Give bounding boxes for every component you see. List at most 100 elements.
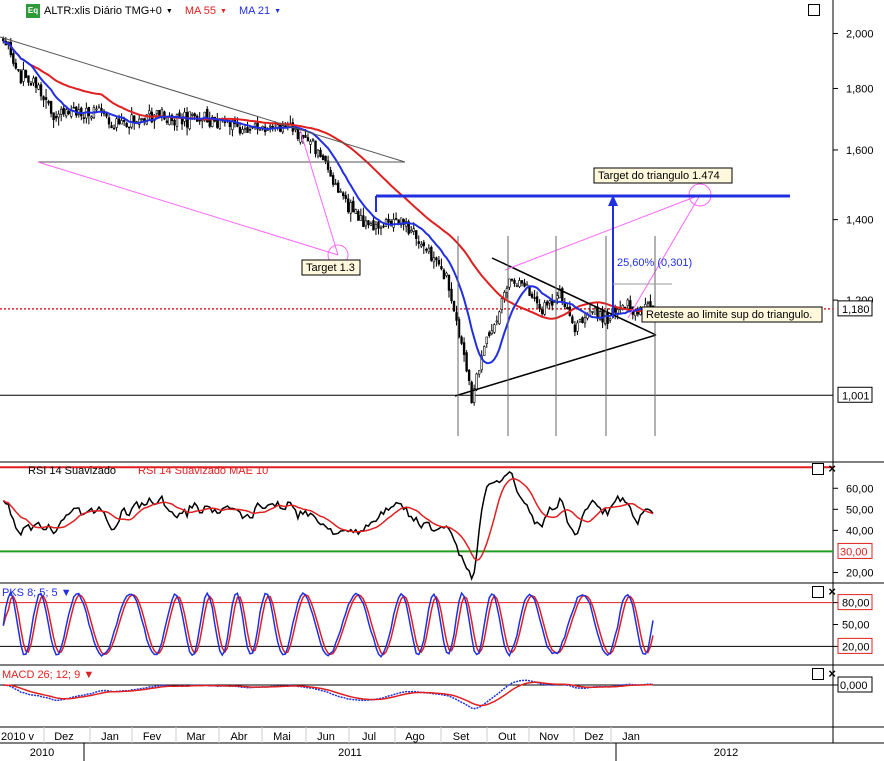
candle-body — [72, 106, 75, 109]
price-ytick-label: 1,800 — [846, 83, 874, 95]
candle-body — [188, 111, 191, 130]
candle-body — [82, 117, 86, 119]
candle-body — [626, 299, 629, 306]
candle-body — [2, 38, 5, 42]
candle-body — [422, 242, 425, 247]
candle-body — [485, 336, 488, 344]
ma55-line — [2, 40, 654, 320]
rsi-ytick-label: 60,00 — [846, 483, 874, 495]
current-price-box — [837, 300, 873, 317]
target-1-3-annotation: Target 1.3 — [306, 262, 355, 274]
candle-body — [47, 100, 50, 104]
candle-body — [488, 332, 491, 337]
pks-panel-close-icon[interactable]: × — [828, 584, 836, 599]
candle-body — [538, 303, 541, 310]
price-ytick-label: 2,000 — [846, 28, 874, 40]
candle-body — [556, 295, 559, 300]
candle-body — [62, 107, 65, 115]
candle-body — [165, 120, 169, 123]
candle-body — [530, 293, 534, 298]
candle-body — [296, 128, 300, 140]
candle-body — [495, 320, 499, 323]
triangle-projection-line-2 — [627, 194, 701, 319]
candle-body — [336, 182, 340, 193]
price-panel-minimize-button[interactable] — [808, 4, 820, 16]
candle-body — [117, 118, 121, 125]
candle-body — [578, 319, 582, 323]
macd-panel-minimize-button[interactable] — [812, 668, 824, 680]
symbol-dropdown-icon[interactable]: ▼ — [165, 7, 173, 15]
ma55-dropdown-icon[interactable]: ▼ — [220, 7, 227, 15]
low-price-label: 1,001 — [842, 390, 870, 402]
triangle-upper-line — [491, 257, 657, 336]
candle-body — [606, 311, 609, 324]
candle-body — [198, 119, 201, 122]
candle-body — [125, 122, 128, 128]
rsi-oversold-label: 30,00 — [840, 546, 868, 558]
macd-zero-box — [837, 676, 873, 693]
symbol-badge-icon[interactable]: Eq — [26, 4, 40, 18]
candle-body — [271, 126, 274, 128]
year-label: 2010 — [30, 747, 54, 759]
macd-panel: 0,000 MACD 26; 12; 9 ▼ — [0, 669, 873, 710]
candle-body — [155, 110, 159, 114]
target-triangle-annotation-box — [593, 167, 733, 184]
rsi-ytick-label: 50,00 — [846, 504, 874, 516]
candle-body — [352, 200, 355, 213]
candle-body — [153, 114, 156, 122]
candle-body — [435, 257, 438, 261]
candle-body — [14, 62, 18, 69]
candle-body — [402, 219, 405, 225]
candle-body — [535, 296, 539, 304]
candle-body — [490, 330, 493, 334]
candle-body — [372, 220, 375, 231]
stoch-d-line — [2, 593, 654, 656]
candle-body — [175, 114, 179, 127]
stoch-ytick-label: 50,00 — [842, 620, 870, 632]
candle-body — [304, 135, 307, 138]
macd-panel-close-icon[interactable]: × — [828, 666, 836, 681]
retest-annotation-box — [641, 306, 823, 323]
macd-ytick-label: 0,000 — [840, 680, 868, 692]
rsi-panel-minimize-button[interactable] — [812, 463, 824, 475]
candle-body — [326, 160, 330, 170]
month-label: Ago — [405, 731, 425, 743]
candle-body — [432, 257, 436, 263]
candle-body — [342, 192, 345, 197]
candle-body — [90, 116, 93, 119]
candle-body — [450, 288, 453, 302]
candle-body — [306, 137, 310, 142]
rsi-line — [2, 471, 654, 582]
candle-body — [410, 230, 413, 233]
candle-body — [601, 309, 604, 323]
candle-body — [24, 69, 28, 78]
low-price-box — [837, 386, 873, 403]
current-price-label: 1,180 — [842, 304, 870, 316]
macd-legend: MACD 26; 12; 9 ▼ — [2, 669, 94, 681]
ma55-legend[interactable]: MA 55 — [184, 5, 216, 17]
month-label: Jul — [362, 731, 376, 743]
ma21-legend[interactable]: MA 21 — [238, 5, 271, 17]
rsi-panel-close-icon[interactable]: × — [828, 461, 836, 476]
year-label: 2011 — [338, 747, 362, 759]
candle-body — [354, 209, 358, 214]
candle-body — [110, 125, 113, 128]
candle-body — [321, 155, 325, 161]
symbol-title[interactable]: ALTR:xlis Diário TMG+0 — [44, 5, 162, 17]
candle-body — [583, 317, 587, 324]
month-label: Abr — [230, 731, 247, 743]
pks-panel-minimize-button[interactable] — [812, 586, 824, 598]
candle-body — [508, 278, 511, 288]
candle-body — [374, 223, 378, 230]
candle-body — [480, 355, 483, 371]
ma21-dropdown-icon[interactable]: ▼ — [274, 7, 282, 15]
ma21-line — [2, 40, 654, 365]
candle-body — [359, 215, 363, 221]
candle-body — [228, 121, 232, 127]
candle-body — [145, 114, 148, 125]
candle-body — [122, 120, 126, 122]
candle-body — [415, 230, 418, 239]
candle-body — [54, 116, 58, 119]
candle-body — [42, 96, 45, 101]
